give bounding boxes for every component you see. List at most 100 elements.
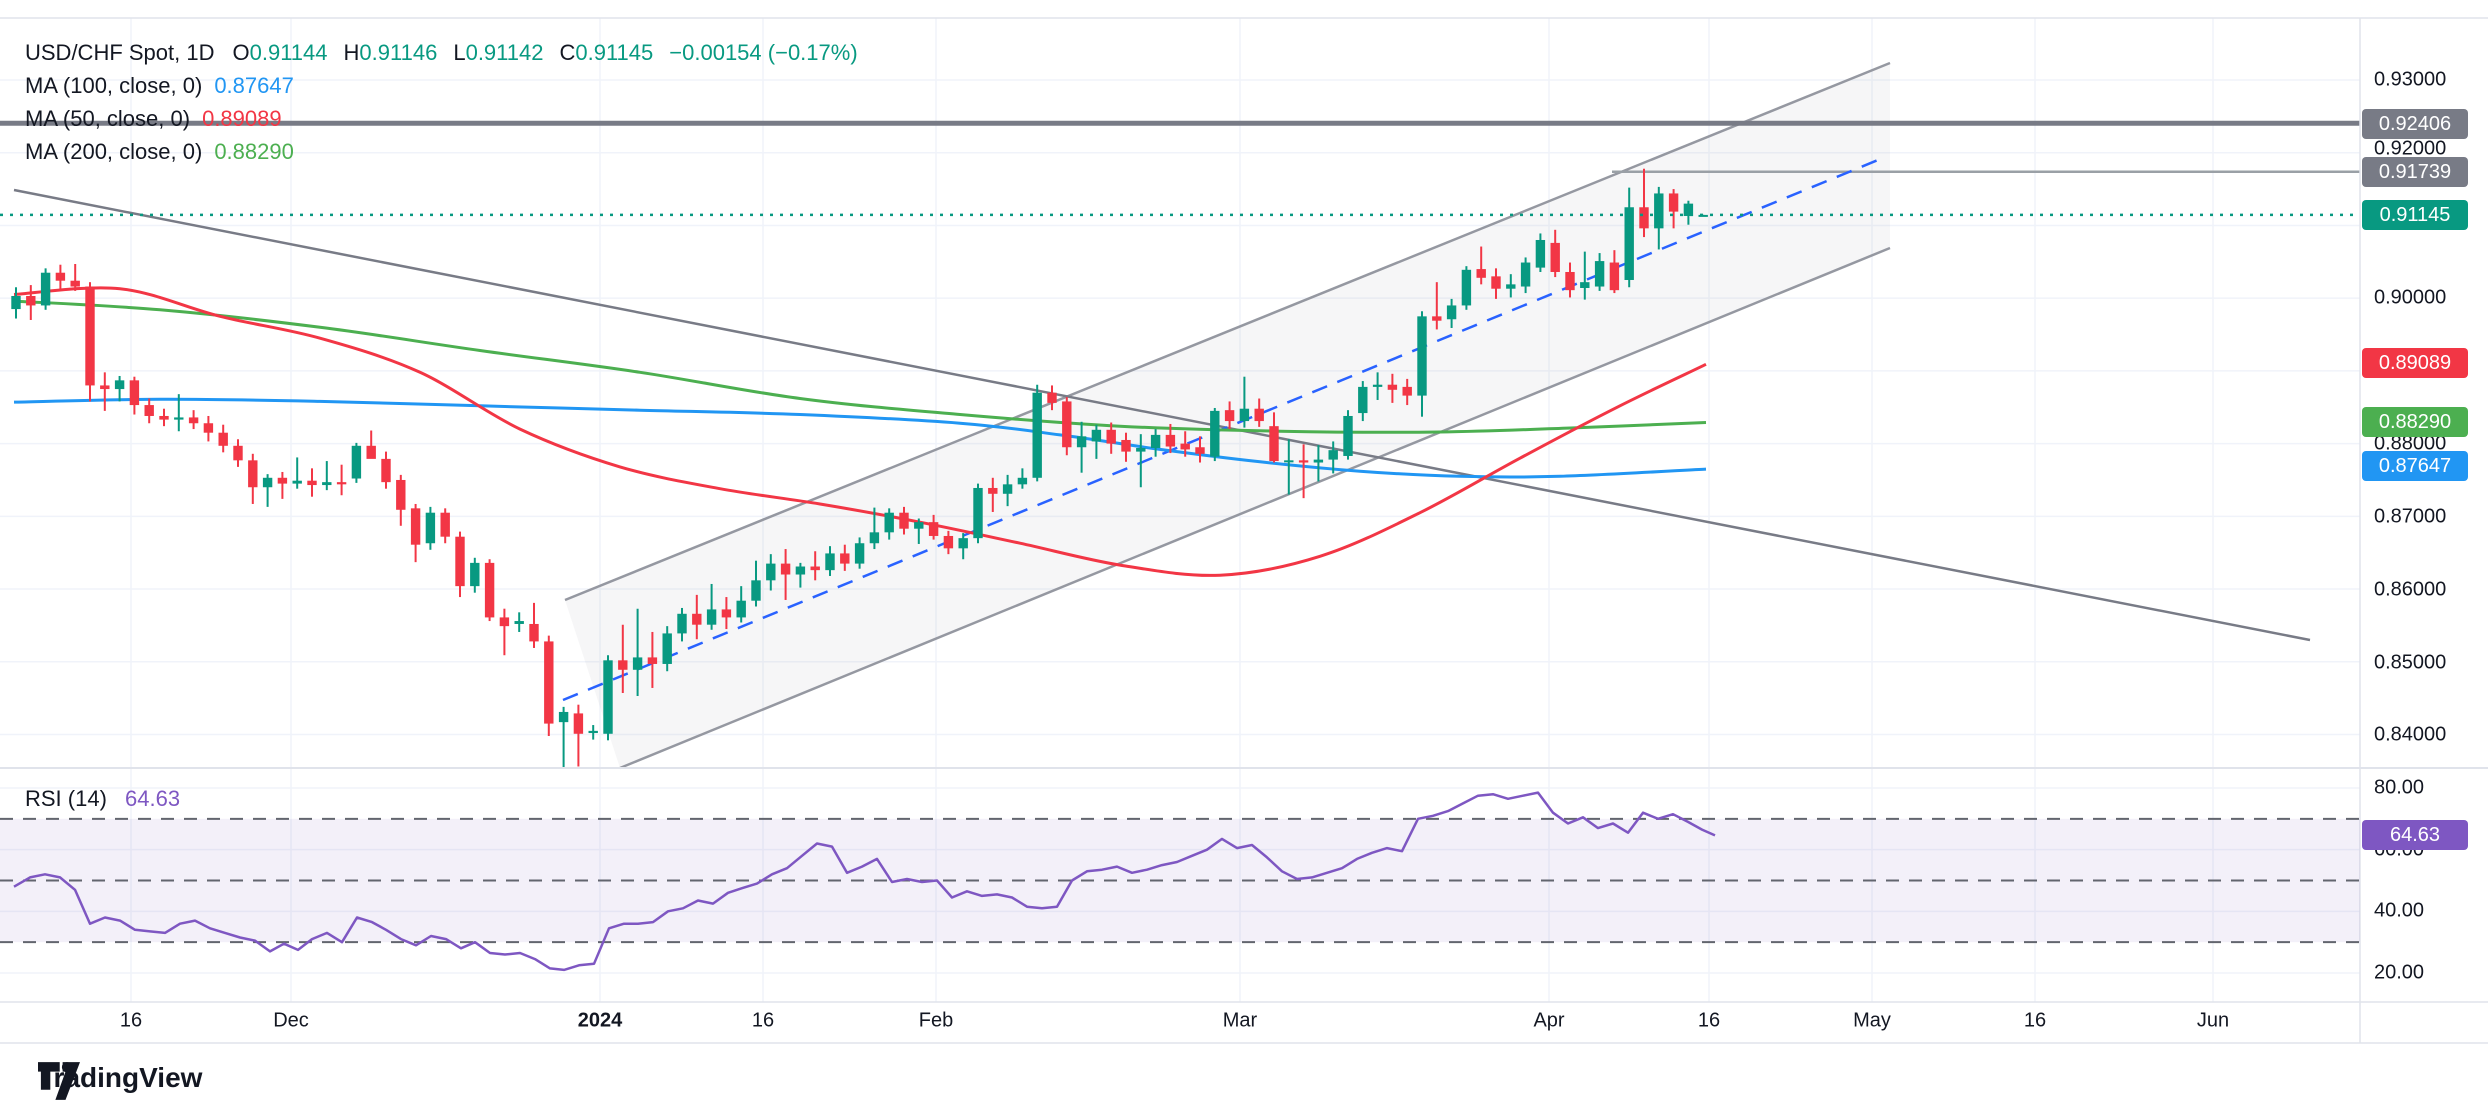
candle-body	[1032, 392, 1042, 478]
rsi-line[interactable]	[13, 791, 1716, 972]
candle-body	[1639, 207, 1649, 229]
candle-body	[662, 633, 672, 664]
candle-body	[973, 487, 983, 539]
candle-body	[159, 415, 169, 420]
candle-body	[11, 295, 21, 310]
gridlines	[0, 18, 2360, 1002]
descending-trendline[interactable]	[13, 188, 2311, 642]
candle-body	[647, 657, 658, 664]
candle-body	[1284, 460, 1294, 463]
candle-body	[736, 600, 746, 618]
candle-body	[1165, 434, 1176, 447]
candle-body	[869, 532, 880, 544]
candle-body	[1062, 401, 1072, 448]
candle-body	[262, 477, 273, 488]
candle-body	[1550, 242, 1560, 272]
candle-body	[1417, 316, 1427, 396]
candle-body	[1446, 305, 1457, 320]
candle-body	[825, 553, 835, 571]
candle-body	[381, 458, 391, 483]
candle-body	[1683, 203, 1694, 216]
tradingview-logo-icon	[38, 1062, 80, 1100]
candle-body	[943, 535, 954, 549]
candle-body	[1624, 207, 1634, 280]
candle-body	[1506, 284, 1516, 289]
candle-body	[1491, 276, 1501, 289]
candle-body	[40, 272, 51, 306]
candle-body	[618, 660, 628, 670]
candle-body	[1195, 447, 1205, 454]
candle-body	[677, 613, 687, 634]
candle-body	[1210, 410, 1220, 457]
candle-body	[1121, 439, 1131, 452]
candle-body	[1565, 271, 1575, 291]
candle-body	[1047, 392, 1057, 403]
candle-body	[307, 480, 317, 486]
candle-body	[396, 479, 406, 510]
candle-body	[751, 580, 761, 601]
candle-body	[1698, 214, 1708, 217]
candle-body	[514, 621, 524, 624]
candle-body	[1254, 408, 1264, 422]
candle-body	[840, 553, 850, 564]
candle-body	[1476, 269, 1486, 278]
candle-body	[706, 609, 717, 625]
candle-body	[780, 563, 791, 575]
candle-body	[1328, 450, 1338, 460]
candle-body	[884, 512, 894, 533]
ma50-line[interactable]	[13, 286, 1707, 577]
candle-body	[854, 543, 865, 564]
candle-body	[1580, 282, 1590, 288]
candle-body	[455, 536, 465, 587]
candle-body	[440, 512, 450, 537]
candle-body	[292, 480, 302, 484]
candle-body	[899, 512, 909, 529]
candle-body	[558, 711, 569, 723]
candle-body	[1358, 386, 1368, 414]
candle-body	[129, 380, 140, 406]
candle-body	[914, 522, 924, 529]
candle-body	[603, 660, 613, 734]
candle-body	[1017, 477, 1028, 485]
candle-body	[203, 423, 214, 433]
candles	[11, 168, 1708, 768]
candle-body	[1520, 262, 1531, 287]
candle-body	[988, 487, 998, 494]
candle-body	[144, 405, 154, 416]
ma200-line[interactable]	[13, 299, 1707, 434]
candle-body	[366, 445, 376, 459]
candle-body	[70, 280, 80, 287]
candle-body	[1180, 443, 1190, 450]
candle-body	[1298, 460, 1309, 463]
tradingview-logo[interactable]: TradingView	[38, 1062, 202, 1100]
ma100-line[interactable]	[13, 397, 1707, 479]
candle-body	[1002, 484, 1013, 494]
candle-body	[218, 432, 228, 446]
candle-body	[322, 482, 332, 486]
candle-body	[721, 609, 732, 618]
candle-body	[248, 460, 258, 488]
candle-body	[928, 522, 939, 536]
candle-body	[1136, 447, 1146, 452]
candle-body	[1150, 434, 1161, 448]
candle-body	[1461, 269, 1472, 306]
channel-lower-line[interactable]	[619, 246, 1891, 770]
candle-body	[470, 562, 480, 587]
candle-body	[544, 641, 554, 724]
candle-body	[1654, 193, 1664, 229]
candle-body	[1091, 429, 1102, 442]
candle-body	[100, 385, 110, 390]
channel-upper-line[interactable]	[564, 61, 1891, 602]
candle-body	[1668, 193, 1679, 212]
candle-body	[1372, 384, 1383, 387]
candle-body	[692, 613, 702, 625]
candle-body	[1224, 410, 1235, 422]
candle-body	[1269, 426, 1279, 462]
candle-body	[1535, 239, 1546, 268]
candle-body	[499, 617, 510, 627]
candle-body	[632, 657, 643, 670]
candle-body	[795, 566, 806, 575]
candle-body	[1594, 261, 1605, 287]
